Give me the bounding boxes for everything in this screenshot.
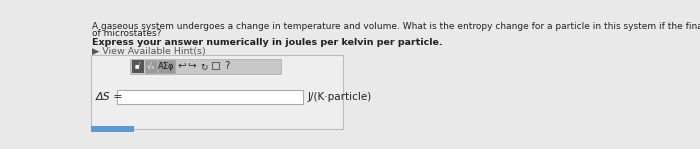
Bar: [92, 55, 343, 129]
Text: √: √: [136, 63, 140, 69]
Bar: [145, 60, 158, 73]
Text: of microstates?: of microstates?: [92, 29, 162, 38]
Bar: [158, 60, 175, 73]
Text: ↪: ↪: [188, 61, 197, 71]
Text: Express your answer numerically in joules per kelvin per particle.: Express your answer numerically in joule…: [92, 38, 443, 47]
Bar: [130, 59, 281, 74]
Bar: [117, 90, 303, 104]
Text: ?: ?: [224, 61, 230, 71]
Bar: [92, 126, 134, 132]
Text: ■: ■: [135, 63, 139, 68]
Bar: [132, 60, 144, 73]
Text: AΣφ: AΣφ: [158, 62, 175, 71]
Text: ▶ View Available Hint(s): ▶ View Available Hint(s): [92, 47, 206, 56]
Bar: [211, 62, 219, 69]
Text: √ₓ: √ₓ: [147, 62, 155, 71]
Text: A gaseous system undergoes a change in temperature and volume. What is the entro: A gaseous system undergoes a change in t…: [92, 22, 700, 31]
Text: ↻: ↻: [200, 62, 207, 71]
Text: ΔS =: ΔS =: [95, 92, 123, 102]
Text: ↩: ↩: [178, 61, 186, 71]
Text: J/(K·particle): J/(K·particle): [307, 92, 372, 102]
